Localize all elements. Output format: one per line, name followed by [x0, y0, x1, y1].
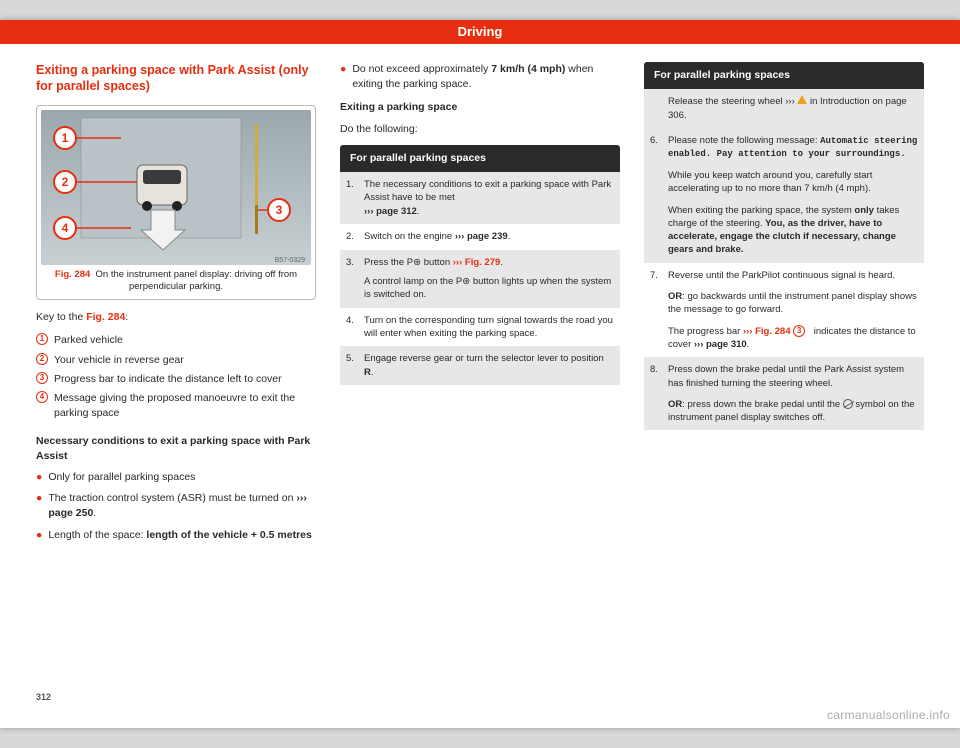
table-row: 8. Press down the brake pedal until the …: [644, 357, 924, 430]
table-row: Release the steering wheel ››› in Introd…: [644, 89, 924, 128]
exiting-head: Exiting a parking space: [340, 100, 620, 115]
parking-diagram: 1 2 3 4 B57-0329: [41, 110, 311, 265]
table-row: 4. Turn on the corresponding turn signal…: [340, 308, 620, 347]
page-number: 312: [36, 692, 51, 702]
condition-bullet: ●Only for parallel parking spaces: [36, 470, 316, 485]
svg-text:1: 1: [62, 131, 69, 145]
steps-table-2: For parallel parking spaces Release the …: [644, 62, 924, 430]
content: Exiting a parking space with Park Assist…: [0, 44, 960, 684]
header-title: Driving: [458, 24, 503, 39]
steps-table-1: For parallel parking spaces 1. The neces…: [340, 145, 620, 385]
svg-text:B57-0329: B57-0329: [275, 257, 305, 264]
watermark: carmanualsonline.info: [827, 708, 950, 722]
warning-icon: [797, 95, 807, 104]
conditions-head: Necessary conditions to exit a parking s…: [36, 434, 316, 464]
svg-text:2: 2: [62, 175, 69, 189]
condition-bullet: ●Length of the space: length of the vehi…: [36, 528, 316, 543]
table-head: For parallel parking spaces: [644, 62, 924, 89]
speed-bullet: ●Do not exceed approximately 7 km/h (4 m…: [340, 62, 620, 92]
key-item: 2Your vehicle in reverse gear: [36, 353, 316, 368]
table-row: 3. Press the P⊛ button ››› Fig. 279.A co…: [340, 250, 620, 308]
table-head: For parallel parking spaces: [340, 145, 620, 172]
svg-text:3: 3: [276, 203, 283, 217]
no-view-icon: [843, 399, 853, 409]
table-row: 2. Switch on the engine ››› page 239.: [340, 224, 620, 250]
key-item: 1Parked vehicle: [36, 333, 316, 348]
page-header: Driving: [0, 20, 960, 44]
figure-caption: Fig. 284 On the instrument panel display…: [41, 265, 311, 296]
condition-bullet: ●The traction control system (ASR) must …: [36, 491, 316, 521]
page: Driving Exiting a parking space with Par…: [0, 20, 960, 728]
table-row: 6. Please note the following message: Au…: [644, 128, 924, 263]
table-row: 7. Reverse until the ParkPilot continuou…: [644, 263, 924, 357]
figure-ref: Fig. 284: [55, 269, 90, 280]
key-item: 3Progress bar to indicate the distance l…: [36, 372, 316, 387]
exiting-intro: Do the following:: [340, 122, 620, 137]
table-row: 5. Engage reverse gear or turn the selec…: [340, 346, 620, 385]
key-list: 1Parked vehicle 2Your vehicle in reverse…: [36, 333, 316, 421]
key-item: 4Message giving the proposed manoeuvre t…: [36, 391, 316, 421]
section-title: Exiting a parking space with Park Assist…: [36, 62, 316, 95]
figure-image: 1 2 3 4 B57-0329: [41, 110, 311, 265]
figure: 1 2 3 4 B57-0329 Fig. 284 On the instrum…: [36, 105, 316, 301]
table-row: 1. The necessary conditions to exit a pa…: [340, 172, 620, 224]
svg-text:4: 4: [62, 221, 69, 235]
key-intro: Key to the Fig. 284:: [36, 310, 316, 325]
